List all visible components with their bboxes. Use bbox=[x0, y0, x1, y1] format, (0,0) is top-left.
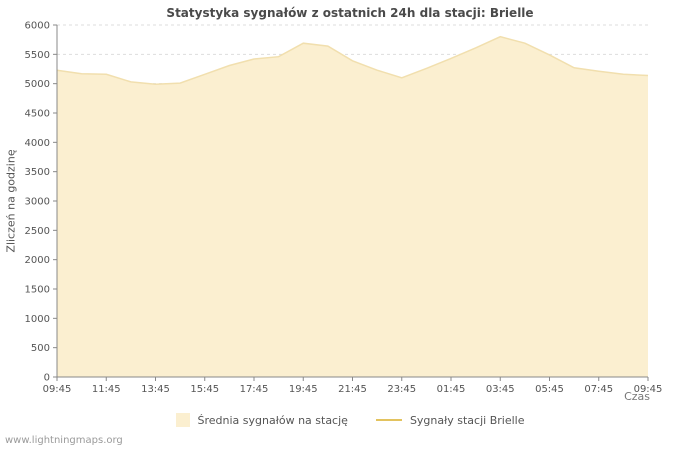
legend-label-average-signals: Średnia sygnałów na stację bbox=[197, 413, 348, 427]
y-tick-label: 500 bbox=[31, 343, 50, 354]
chart-title: Statystyka sygnałów z ostatnich 24h dla … bbox=[166, 6, 534, 20]
x-tick-label: 17:45 bbox=[240, 384, 269, 395]
y-tick-label: 4000 bbox=[25, 138, 50, 149]
y-tick-label: 1500 bbox=[25, 285, 50, 296]
y-tick-label: 6000 bbox=[25, 21, 50, 32]
y-tick-label: 2500 bbox=[25, 226, 50, 237]
y-tick-label: 1000 bbox=[25, 314, 50, 325]
x-tick-label: 23:45 bbox=[387, 384, 416, 395]
y-tick-label: 5000 bbox=[25, 79, 50, 90]
x-tick-label: 09:45 bbox=[43, 384, 72, 395]
area-series-average-signals bbox=[57, 36, 648, 377]
x-tick-label: 07:45 bbox=[584, 384, 613, 395]
x-axis-label: Czas bbox=[624, 390, 650, 403]
legend-swatch-area-series bbox=[175, 413, 190, 427]
y-tick-label: 4500 bbox=[25, 109, 50, 120]
y-tick-label: 0 bbox=[44, 373, 50, 384]
y-tick-label: 3000 bbox=[25, 197, 50, 208]
x-tick-label: 21:45 bbox=[338, 384, 367, 395]
y-tick-label: 2000 bbox=[25, 255, 50, 266]
x-tick-label: 13:45 bbox=[141, 384, 170, 395]
x-tick-label: 01:45 bbox=[437, 384, 466, 395]
legend: Średnia sygnałów na stację Sygnały stacj… bbox=[0, 413, 700, 427]
chart-plot-area: 0 500 1000 1500 2000 2500 3000 3500 4000 4500 5000… bbox=[25, 21, 663, 396]
y-tick-label: 5500 bbox=[25, 50, 50, 61]
x-tick-label: 11:45 bbox=[92, 384, 121, 395]
x-tick-label: 19:45 bbox=[289, 384, 318, 395]
legend-label-station-brielle: Sygnały stacji Brielle bbox=[409, 413, 525, 427]
x-tick-label: 09:45 bbox=[634, 384, 663, 395]
x-tick-label: 05:45 bbox=[535, 384, 564, 395]
legend-swatch-line-series bbox=[375, 419, 402, 421]
x-tick-label: 15:45 bbox=[190, 384, 219, 395]
y-tick-label: 3500 bbox=[25, 167, 50, 178]
x-tick-label: 03:45 bbox=[486, 384, 515, 395]
area-series-edge bbox=[56, 35, 649, 86]
watermark-link[interactable]: www.lightningmaps.org bbox=[5, 435, 123, 446]
